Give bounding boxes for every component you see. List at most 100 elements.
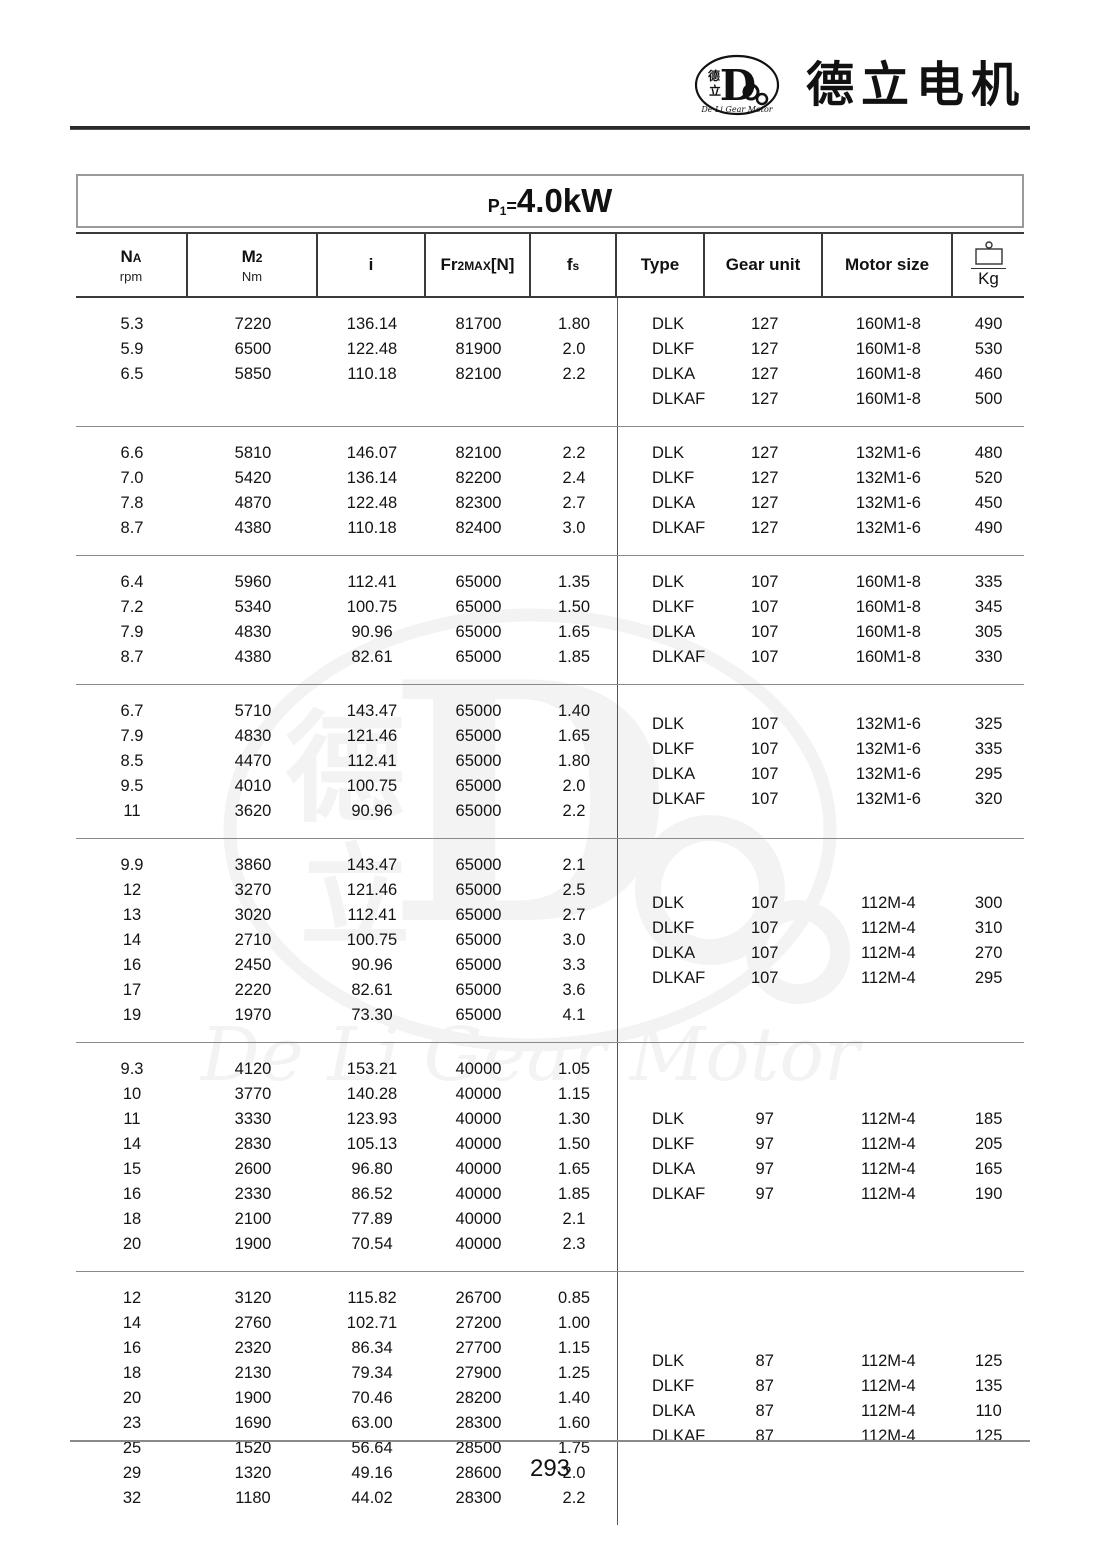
- motor-size-value: 132M1-6: [855, 444, 921, 462]
- torque-value: 4120: [234, 1060, 272, 1078]
- service-factor-value: 1.75: [557, 1439, 591, 1457]
- service-factor-value: 2.2: [562, 802, 586, 820]
- torque-value: 2320: [234, 1339, 272, 1357]
- rating-group: 6.7 5710 143.47 65000 1.40 7.9 4830 121.46 65000…: [76, 685, 1024, 839]
- speed-value: 8.7: [120, 648, 144, 666]
- equals-sign: =: [506, 196, 517, 216]
- gear-unit-value: 127: [750, 494, 779, 512]
- table-row: 14 2830 105.13 40000 1.50: [76, 1132, 617, 1157]
- motor-size-value: 112M-4: [861, 1426, 916, 1445]
- svg-text:德: 德: [708, 68, 720, 83]
- table-row: 6.4 5960 112.41 65000 1.35: [76, 570, 617, 595]
- type-value: DLKAF: [652, 789, 706, 808]
- service-factor-value: 1.65: [557, 727, 591, 745]
- table-row: 11 3620 90.96 65000 2.2: [76, 799, 617, 824]
- speed-value: 6.7: [120, 702, 144, 720]
- speed-value: 12: [122, 881, 142, 899]
- table-row: DLKA 107 112M-4 270: [618, 941, 1024, 966]
- table-row: DLKAF 127 160M1-8 500: [618, 387, 1024, 412]
- service-factor-value: 2.7: [562, 494, 586, 512]
- weight-value: 185: [974, 1110, 1003, 1128]
- weight-value: 135: [974, 1376, 1003, 1395]
- torque-value: 3270: [234, 881, 272, 899]
- radial-force-value: 65000: [455, 727, 502, 745]
- speed-value: 14: [122, 931, 142, 949]
- motor-size-value: 112M-4: [861, 968, 916, 987]
- speed-value: 8.7: [120, 519, 144, 537]
- ratio-value: 86.52: [351, 1185, 393, 1203]
- ratio-value: 110.18: [347, 365, 397, 383]
- ratio-value: 140.28: [346, 1085, 398, 1103]
- type-value: DLKA: [652, 764, 696, 783]
- radial-force-value: 82100: [455, 444, 502, 462]
- speed-value: 9.5: [120, 777, 144, 795]
- speed-value: 6.4: [120, 573, 144, 591]
- ratio-value: 112.41: [347, 752, 397, 770]
- gear-unit-value: 87: [755, 1401, 774, 1420]
- gear-unit-value: 127: [750, 390, 779, 408]
- speed-value: 7.8: [120, 494, 144, 512]
- radial-force-value: 40000: [455, 1085, 502, 1103]
- service-factor-value: 1.65: [557, 1160, 591, 1178]
- motor-size-value: 132M1-6: [855, 494, 921, 512]
- ratio-value: 136.14: [346, 469, 398, 487]
- motor-size-value: 160M1-8: [855, 598, 921, 616]
- type-value: DLKA: [652, 1401, 696, 1420]
- gear-unit-value: 127: [750, 365, 779, 383]
- service-factor-subscript: s: [572, 259, 580, 273]
- ratio-value: 122.48: [346, 340, 398, 358]
- radial-force-unit: [N]: [490, 255, 515, 274]
- motor-size-value: 112M-4: [861, 1135, 916, 1153]
- weight-unit: Kg: [971, 268, 1006, 289]
- product-selection-rows: DLK 127 132M1-6 480 DLKF 127 132M1-6 520 DLKA 127…: [617, 427, 1024, 555]
- table-row: 18 2130 79.34 27900 1.25: [76, 1361, 617, 1386]
- speed-value: 7.9: [120, 623, 144, 641]
- gear-unit-value: 97: [755, 1185, 774, 1203]
- gear-unit-value: 127: [750, 444, 779, 462]
- speed-value: 18: [122, 1364, 142, 1382]
- torque-value: 2600: [234, 1160, 272, 1178]
- torque-value: 4010: [234, 777, 272, 795]
- weight-value: 305: [974, 623, 1003, 641]
- type-value: DLK: [652, 444, 685, 462]
- speed-value: 7.9: [120, 727, 144, 745]
- ratio-value: 143.47: [346, 702, 398, 720]
- table-row: 12 3270 121.46 65000 2.5: [76, 878, 617, 903]
- radial-force-symbol: Fr: [440, 255, 458, 274]
- radial-force-value: 28500: [455, 1439, 502, 1457]
- gear-unit-value: 107: [750, 598, 779, 616]
- radial-force-value: 65000: [455, 1006, 502, 1024]
- ratio-value: 86.34: [351, 1339, 393, 1357]
- service-factor-value: 1.80: [557, 315, 591, 333]
- table-row: DLKAF 87 112M-4 125: [618, 1424, 1024, 1449]
- torque-value: 4470: [234, 752, 272, 770]
- speed-value: 15: [122, 1160, 142, 1178]
- table-row: 8.5 4470 112.41 65000 1.80: [76, 749, 617, 774]
- gear-unit-value: 127: [750, 315, 779, 333]
- torque-value: 5710: [234, 702, 272, 720]
- table-row: 5.3 7220 136.14 81700 1.80: [76, 312, 617, 337]
- table-row: DLK 97 112M-4 185: [618, 1107, 1024, 1132]
- table-row: 5.9 6500 122.48 81900 2.0: [76, 337, 617, 362]
- table-row: DLKF 107 132M1-6 335: [618, 737, 1024, 762]
- table-row: DLKF 87 112M-4 135: [618, 1374, 1024, 1399]
- weight-value: 530: [974, 340, 1003, 358]
- performance-rows: 9.3 4120 153.21 40000 1.05 10 3770 140.28 40000 1…: [76, 1043, 617, 1271]
- ratio-value: 112.41: [347, 906, 397, 924]
- table-row: 8.7 4380 82.61 65000 1.85: [76, 645, 617, 670]
- service-factor-value: 3.0: [562, 519, 586, 537]
- service-factor-value: 1.00: [557, 1314, 591, 1332]
- ratio-value: 96.80: [351, 1160, 393, 1178]
- speed-value: 14: [122, 1314, 142, 1332]
- table-row: 6.7 5710 143.47 65000 1.40: [76, 699, 617, 724]
- weight-value: 490: [974, 519, 1003, 537]
- column-header-type: Type: [617, 234, 705, 296]
- weight-value: 450: [974, 494, 1003, 512]
- type-value: DLK: [652, 714, 685, 733]
- gear-unit-value: 127: [750, 519, 779, 537]
- speed-value: 17: [122, 981, 142, 999]
- radial-force-value: 40000: [455, 1185, 502, 1203]
- service-factor-value: 1.65: [557, 623, 591, 641]
